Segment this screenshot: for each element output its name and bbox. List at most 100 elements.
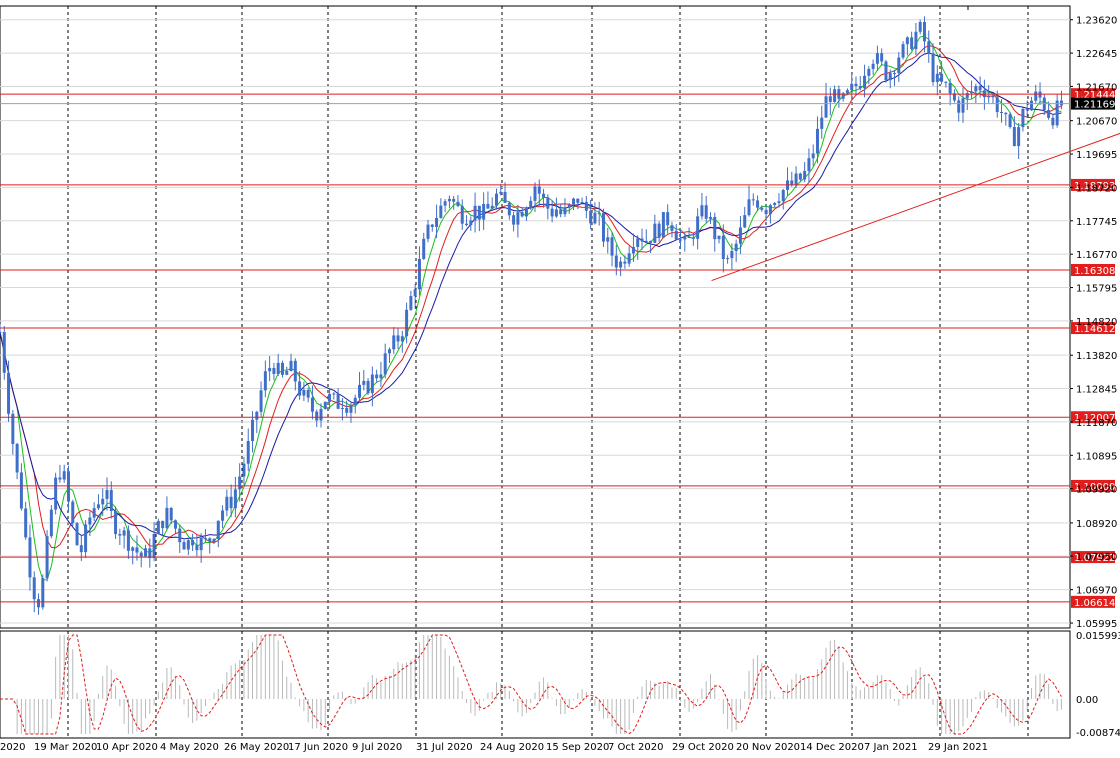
candle-body bbox=[306, 389, 310, 398]
candle-body bbox=[443, 201, 447, 206]
candle-body bbox=[268, 367, 272, 372]
candle-body bbox=[105, 490, 109, 499]
candle-body bbox=[7, 372, 11, 414]
candle-body bbox=[593, 212, 597, 224]
candle-body bbox=[336, 393, 340, 409]
candle-body bbox=[572, 198, 576, 205]
candle-body bbox=[375, 374, 379, 379]
support-trendline[interactable] bbox=[711, 106, 1120, 282]
candle-body bbox=[319, 408, 323, 421]
candle-body bbox=[32, 577, 36, 600]
candle-body bbox=[970, 91, 974, 94]
date-tick-label: 29 Oct 2020 bbox=[672, 742, 734, 753]
candle-body bbox=[118, 534, 122, 536]
candle-body bbox=[790, 180, 794, 185]
candle-body bbox=[935, 73, 939, 83]
trendline[interactable] bbox=[711, 106, 1120, 282]
candle-body bbox=[554, 209, 558, 217]
level-label: 1.14612 bbox=[1074, 324, 1115, 335]
candle-body bbox=[161, 520, 165, 529]
candle-body bbox=[1025, 108, 1029, 111]
candle-body bbox=[345, 408, 349, 413]
candle-body bbox=[233, 489, 237, 509]
candle-body bbox=[991, 96, 995, 98]
candle-body bbox=[803, 170, 807, 180]
candle-body bbox=[867, 68, 871, 76]
price-tick-label: 1.09920 bbox=[1076, 485, 1117, 496]
candle-body bbox=[640, 238, 644, 242]
candle-body bbox=[931, 53, 935, 83]
candle-body bbox=[897, 57, 901, 74]
candle-body bbox=[696, 216, 700, 239]
candle-body bbox=[315, 411, 319, 421]
candle-body bbox=[649, 240, 653, 243]
candle-body bbox=[11, 413, 15, 444]
macd-tick-label: 0.015993 bbox=[1076, 631, 1120, 642]
candle-body bbox=[225, 496, 229, 511]
candle-body bbox=[764, 209, 768, 215]
candle-body bbox=[734, 243, 738, 252]
candle-body bbox=[905, 37, 909, 45]
candle-body bbox=[841, 93, 845, 99]
candle-body bbox=[747, 199, 751, 216]
candle-body bbox=[961, 98, 965, 113]
candle-body bbox=[533, 186, 537, 201]
candle-body bbox=[353, 397, 357, 405]
candle-body bbox=[597, 212, 601, 214]
candle-body bbox=[751, 199, 755, 201]
candle-body bbox=[914, 31, 918, 50]
ma-slow-line bbox=[0, 52, 1062, 540]
candle-body bbox=[96, 504, 100, 509]
candle-body bbox=[465, 223, 469, 226]
candle-body bbox=[948, 82, 952, 94]
candle-body bbox=[721, 235, 725, 260]
candle-body bbox=[1017, 127, 1021, 147]
candle-body bbox=[687, 237, 691, 239]
macd-plot-frame bbox=[0, 630, 1071, 739]
candle-body bbox=[952, 93, 956, 101]
candle-body bbox=[417, 258, 421, 290]
candle-body bbox=[430, 224, 434, 227]
candle-body bbox=[520, 212, 524, 217]
candle-body bbox=[156, 520, 160, 534]
candle-body bbox=[768, 205, 772, 215]
candle-body bbox=[84, 524, 88, 553]
candle-body bbox=[435, 217, 439, 227]
candle-body bbox=[302, 389, 306, 396]
macd-subwindow bbox=[0, 634, 1062, 735]
candle-body bbox=[221, 510, 225, 521]
candle-body bbox=[387, 349, 391, 354]
candle-body bbox=[1012, 127, 1016, 147]
level-label: 1.10000 bbox=[1074, 482, 1115, 493]
candle-body bbox=[542, 193, 546, 198]
price-tick-label: 1.23620 bbox=[1076, 16, 1117, 27]
price-tick-label: 1.18720 bbox=[1076, 183, 1117, 194]
candle-body bbox=[1000, 112, 1004, 114]
ma-fast-line bbox=[0, 35, 1062, 581]
candle-body bbox=[486, 203, 490, 209]
date-tick-label: 10 Apr 2020 bbox=[96, 742, 158, 753]
candle-body bbox=[623, 261, 627, 264]
candle-body bbox=[135, 547, 139, 553]
candle-body bbox=[893, 73, 897, 75]
candle-body bbox=[863, 75, 867, 89]
candle-body bbox=[426, 224, 430, 239]
candle-body bbox=[379, 374, 383, 379]
candle-body bbox=[452, 198, 456, 202]
candle-body bbox=[657, 223, 661, 238]
horizontal-levels[interactable]: 1.21444 1.18793 1.16308 1.14612 1.12007 1.100… bbox=[0, 88, 1115, 609]
candle-body bbox=[683, 237, 687, 240]
candle-body bbox=[601, 212, 605, 242]
candle-body bbox=[995, 97, 999, 113]
candle-body bbox=[777, 201, 781, 203]
candle-body bbox=[516, 212, 520, 225]
candle-body bbox=[700, 205, 704, 217]
candle-body bbox=[807, 158, 811, 171]
candle-body bbox=[246, 441, 250, 464]
candle-body bbox=[289, 360, 293, 372]
macd-tick-label: 0.00 bbox=[1076, 695, 1098, 706]
candle-body bbox=[644, 240, 648, 242]
candle-body bbox=[1004, 112, 1008, 115]
candle-body bbox=[756, 200, 760, 208]
